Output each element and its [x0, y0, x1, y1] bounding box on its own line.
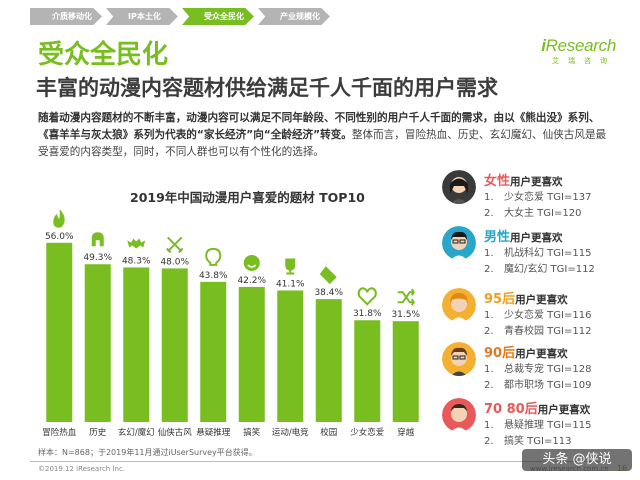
- description-normal: 整体而言，冒险热血、历史、玄幻魔幻、仙侠古风是最受喜爱的内容类型，同时，不同人群…: [38, 129, 607, 158]
- group-female: 女性用户更喜欢 1. 少女恋爱 TGI=137 2. 大女主 TGI=120: [438, 170, 638, 226]
- eraser-icon: [319, 266, 337, 285]
- group-post95-heading: 95后用户更喜欢: [484, 292, 568, 307]
- bar-value-label-7: 41.1%: [276, 279, 305, 289]
- category-label-8: 校园: [320, 427, 337, 438]
- iresearch-logo: iResearch 艾瑞咨询: [541, 36, 616, 65]
- flame-icon: [53, 210, 65, 228]
- bar-value-label-10: 31.5%: [391, 310, 420, 320]
- bar-value-label-2: 49.3%: [83, 253, 112, 263]
- tab-industry-scale: 产业规模化: [258, 8, 330, 25]
- bar-6: [238, 286, 265, 422]
- group-male-item-1: 1. 机战科幻 TGI=115: [484, 248, 592, 259]
- group-post95: 95后用户更喜欢 1. 少女恋爱 TGI=116 2. 青春校园 TGI=112: [438, 288, 638, 344]
- watermark: 头条 @侠说: [522, 449, 632, 471]
- female-avatar-icon: [442, 170, 476, 204]
- bar-value-label-3: 48.3%: [122, 256, 151, 266]
- group-female-item-1: 1. 少女恋爱 TGI=137: [484, 192, 592, 203]
- post90-avatar-icon: [442, 342, 476, 376]
- category-label-7: 运动/电竞: [272, 427, 309, 438]
- bar-1: [46, 242, 73, 422]
- category-label-5: 悬疑推理: [196, 427, 231, 438]
- category-label-10: 穿越: [397, 427, 415, 438]
- bar-chart: 56.0% 冒险热血 49.3% 历史 48.3% 玄幻/魔幻 48.0% 仙侠古风 43.8%…: [42, 210, 420, 438]
- post95-avatar-icon: [442, 288, 476, 322]
- group-female-heading: 女性用户更喜欢: [484, 174, 563, 189]
- trophy-icon: [285, 258, 296, 275]
- bar-value-label-8: 38.4%: [314, 288, 343, 298]
- category-label-2: 历史: [89, 427, 107, 438]
- heart-icon: [357, 287, 377, 306]
- category-label-4: 仙侠古风: [158, 427, 193, 438]
- section-tabs: 介质移动化 IP本土化 受众全民化 产业规模化: [30, 8, 334, 25]
- group-post95-item-1: 1. 少女恋爱 TGI=116: [484, 310, 592, 321]
- bar-4: [161, 268, 188, 422]
- description: 随着动漫内容题材的不断丰富，动漫内容可以满足不同年龄段、不同性别的用户千人千面的…: [38, 110, 608, 161]
- shuffle-icon: [397, 288, 415, 306]
- footer-divider: [30, 461, 610, 462]
- tab-audience: 受众全民化: [182, 8, 254, 25]
- section-title: 受众全民化: [38, 40, 169, 70]
- group-post70-80-item-1: 1. 悬疑推理 TGI=115: [484, 420, 592, 431]
- smiley-icon: [243, 254, 260, 271]
- bar-9: [354, 320, 381, 422]
- group-post90-item-2: 2. 都市职场 TGI=109: [484, 380, 592, 391]
- group-post90: 90后用户更喜欢 1. 总裁专宠 TGI=128 2. 都市职场 TGI=109: [438, 342, 638, 398]
- lightbulb-icon: [205, 247, 222, 266]
- group-post90-item-1: 1. 总裁专宠 TGI=128: [484, 364, 592, 375]
- chart-title: 2019年中国动漫用户喜爱的题材 TOP10: [130, 190, 365, 205]
- group-male-heading: 男性用户更喜欢: [484, 230, 563, 245]
- page-subtitle: 丰富的动漫内容题材供给满足千人千面的用户需求: [36, 76, 498, 100]
- bat-icon: [127, 238, 146, 249]
- category-label-1: 冒险热血: [42, 427, 77, 438]
- group-post70-80-item-2: 2. 搞笑 TGI=113: [484, 436, 572, 447]
- bar-10: [392, 321, 419, 422]
- bar-7: [277, 290, 304, 422]
- category-label-3: 玄幻/魔幻: [118, 427, 155, 438]
- category-label-9: 少女恋爱: [350, 427, 384, 438]
- group-post70-80-heading: 70 80后用户更喜欢: [484, 402, 591, 417]
- group-post95-item-2: 2. 青春校园 TGI=112: [484, 326, 592, 337]
- bar-value-label-5: 43.8%: [199, 271, 228, 281]
- bar-value-label-6: 42.2%: [237, 276, 266, 286]
- tab-media-mobile: 介质移动化: [30, 8, 102, 25]
- bar-5: [200, 281, 227, 422]
- group-post70-80: 70 80后用户更喜欢 1. 悬疑推理 TGI=115 2. 搞笑 TGI=113: [438, 398, 638, 454]
- copyright: ©2019.12 iResearch Inc.: [38, 465, 126, 473]
- sample-note: 样本：N=868；于2019年11月通过iUserSurvey平台获得。: [38, 448, 257, 457]
- group-post90-heading: 90后用户更喜欢: [484, 346, 568, 361]
- category-label-6: 搞笑: [243, 427, 261, 438]
- bar-8: [315, 299, 342, 422]
- group-female-item-2: 2. 大女主 TGI=120: [484, 208, 582, 219]
- swords-icon: [166, 236, 184, 254]
- bar-2: [84, 264, 111, 422]
- description-bold: 随着动漫内容题材的不断丰富，动漫内容可以满足不同年龄段、不同性别的用户千人千面的…: [38, 112, 600, 141]
- bar-3: [123, 267, 150, 422]
- helmet-icon: [91, 232, 104, 247]
- bar-value-label-1: 56.0%: [45, 232, 74, 242]
- bar-value-label-4: 48.0%: [160, 257, 189, 267]
- post70-80-avatar-icon: [442, 398, 476, 432]
- group-male-item-2: 2. 魔幻/玄幻 TGI=112: [484, 264, 595, 275]
- male-avatar-icon: [442, 226, 476, 260]
- bar-value-label-9: 31.8%: [353, 309, 382, 319]
- tab-ip-localization: IP本土化: [106, 8, 178, 25]
- group-male: 男性用户更喜欢 1. 机战科幻 TGI=115 2. 魔幻/玄幻 TGI=112: [438, 226, 638, 282]
